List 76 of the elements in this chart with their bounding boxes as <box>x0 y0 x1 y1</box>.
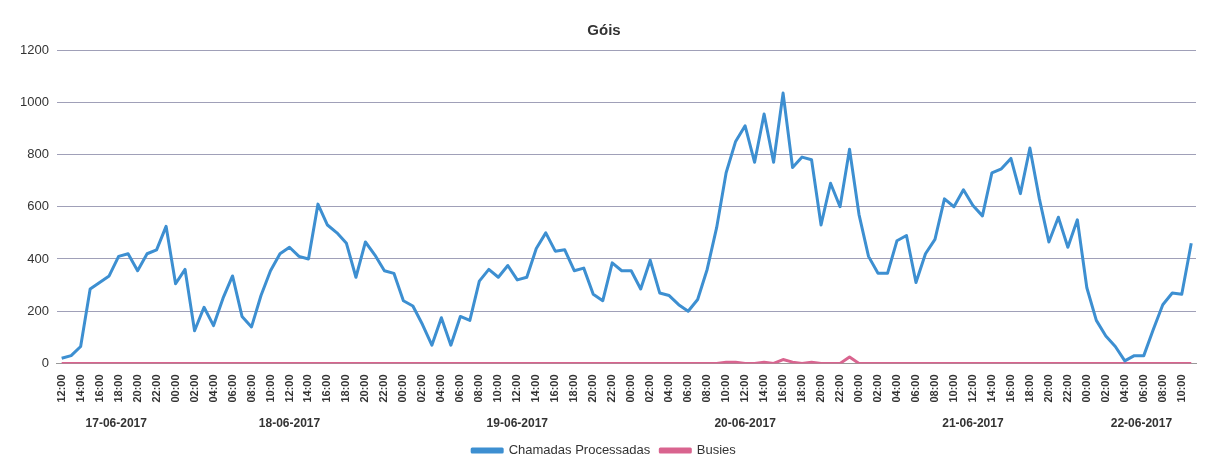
legend-label: Busies <box>696 442 737 458</box>
x-tick-label: 18:00 <box>339 374 352 403</box>
x-tick-label: 02:00 <box>187 374 200 403</box>
x-tick-label: 20:00 <box>814 374 827 403</box>
x-tick-label: 02:00 <box>871 374 884 403</box>
x-tick-label: 06:00 <box>453 374 466 403</box>
x-tick-label: 04:00 <box>1117 374 1130 403</box>
x-tick-label: 10:00 <box>946 374 959 403</box>
x-tick-label: 12:00 <box>282 374 295 403</box>
x-tick-label: 10:00 <box>263 374 276 403</box>
x-tick-label: 16:00 <box>548 374 561 403</box>
x-tick-label: 14:00 <box>73 374 86 403</box>
x-tick-label: 22:00 <box>377 374 390 403</box>
x-tick-label: 12:00 <box>54 374 67 403</box>
x-tick-label: 02:00 <box>1098 374 1111 403</box>
legend-label: Chamadas Processadas <box>508 442 651 458</box>
x2-tick-label: 17-06-2017 <box>85 416 148 431</box>
x-tick-label: 00:00 <box>168 374 181 403</box>
x-tick-label: 20:00 <box>1041 374 1054 403</box>
x-tick-label: 16:00 <box>92 374 105 403</box>
x-tick-label: 06:00 <box>1136 374 1149 403</box>
x-tick-label: 00:00 <box>852 374 865 403</box>
x-tick-label: 16:00 <box>1003 374 1016 403</box>
x-tick-label: 06:00 <box>225 374 238 403</box>
x2-tick-label: 18-06-2017 <box>258 416 321 431</box>
x-tick-label: 22:00 <box>149 374 162 403</box>
x-tick-label: 14:00 <box>757 374 770 403</box>
x-tick-label: 20:00 <box>358 374 371 403</box>
x-tick-label: 16:00 <box>776 374 789 403</box>
x2-tick-label: 22-06-2017 <box>1110 416 1173 431</box>
x-tick-label: 08:00 <box>927 374 940 403</box>
x-tick-label: 18:00 <box>795 374 808 403</box>
x-tick-label: 04:00 <box>890 374 903 403</box>
x-tick-label: 22:00 <box>833 374 846 403</box>
x-tick-label: 18:00 <box>111 374 124 403</box>
x-tick-label: 14:00 <box>301 374 314 403</box>
x-tick-label: 02:00 <box>643 374 656 403</box>
x-tick-label: 14:00 <box>984 374 997 403</box>
x-tick-label: 10:00 <box>1174 374 1187 403</box>
x-tick-label: 20:00 <box>130 374 143 403</box>
x2-tick-label: 19-06-2017 <box>486 416 549 431</box>
x-tick-label: 04:00 <box>206 374 219 403</box>
x-tick-label: 22:00 <box>1060 374 1073 403</box>
x-tick-label: 08:00 <box>472 374 485 403</box>
chart-title: Góis <box>587 21 621 39</box>
x-tick-label: 06:00 <box>681 374 694 403</box>
x-tick-label: 10:00 <box>491 374 504 403</box>
x-tick-label: 02:00 <box>415 374 428 403</box>
x-tick-label: 08:00 <box>1155 374 1168 403</box>
y-tick-label: 400 <box>27 250 49 266</box>
x-tick-label: 12:00 <box>510 374 523 403</box>
x-tick-label: 00:00 <box>396 374 409 403</box>
x-tick-label: 08:00 <box>700 374 713 403</box>
x-tick-label: 18:00 <box>1022 374 1035 403</box>
x-tick-label: 06:00 <box>909 374 922 403</box>
y-tick-label: 800 <box>27 146 49 162</box>
x-tick-label: 14:00 <box>529 374 542 403</box>
x-tick-label: 18:00 <box>567 374 580 403</box>
x-tick-label: 22:00 <box>605 374 618 403</box>
x2-tick-label: 21-06-2017 <box>942 416 1004 431</box>
y-tick-label: 1000 <box>20 93 49 109</box>
y-tick-label: 200 <box>27 302 49 318</box>
x-tick-label: 00:00 <box>624 374 637 403</box>
x-tick-label: 08:00 <box>244 374 257 403</box>
y-tick-label: 600 <box>27 198 49 214</box>
x-tick-label: 04:00 <box>662 374 675 403</box>
x-tick-label: 10:00 <box>719 374 732 403</box>
x2-tick-label: 20-06-2017 <box>714 416 777 431</box>
x-tick-label: 12:00 <box>965 374 978 403</box>
x-tick-label: 20:00 <box>586 374 599 403</box>
x-tick-label: 04:00 <box>434 374 447 403</box>
x-tick-label: 16:00 <box>320 374 333 403</box>
y-tick-label: 0 <box>41 355 49 371</box>
x-tick-label: 00:00 <box>1079 374 1092 403</box>
x-tick-label: 12:00 <box>738 374 751 403</box>
y-tick-label: 1200 <box>20 41 49 57</box>
